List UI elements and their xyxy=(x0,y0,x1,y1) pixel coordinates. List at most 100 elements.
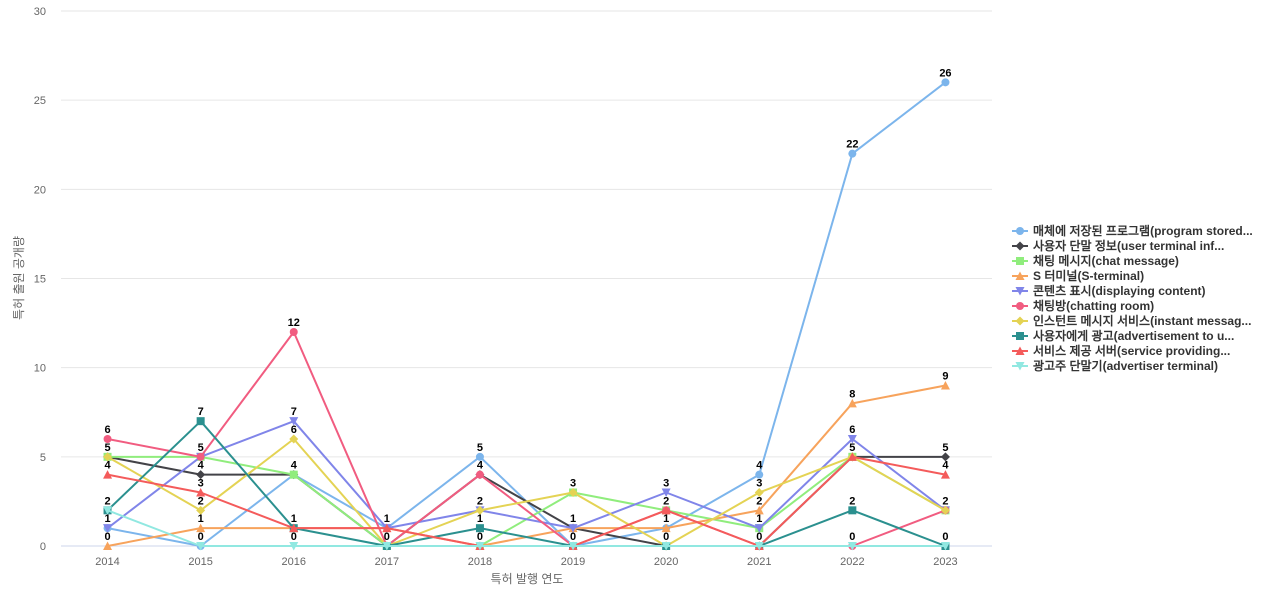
data-point[interactable] xyxy=(475,524,484,533)
legend-marker xyxy=(1016,301,1024,310)
data-label: 4 xyxy=(756,460,763,472)
data-point[interactable] xyxy=(382,542,392,551)
x-tick-label: 2020 xyxy=(654,556,678,568)
data-label: 2 xyxy=(942,495,948,507)
x-tick-label: 2016 xyxy=(282,556,306,568)
legend-marker xyxy=(1015,286,1025,295)
data-point[interactable] xyxy=(103,470,113,479)
data-point[interactable] xyxy=(848,149,857,158)
legend-label: S 터미널(S-terminal) xyxy=(1033,269,1145,283)
data-point[interactable] xyxy=(940,381,950,390)
data-point[interactable] xyxy=(940,470,950,479)
data-label: 2 xyxy=(104,495,110,507)
data-point[interactable] xyxy=(568,488,578,497)
legend-marker xyxy=(1016,226,1024,235)
data-point[interactable] xyxy=(289,542,299,551)
series-path[interactable] xyxy=(106,420,946,547)
data-point[interactable] xyxy=(755,470,764,479)
data-point[interactable] xyxy=(196,542,206,551)
series-line[interactable] xyxy=(103,506,950,551)
data-point[interactable] xyxy=(289,328,298,336)
data-point[interactable] xyxy=(475,470,484,479)
legend-item[interactable]: 매체에 저장된 프로그램(program stored... xyxy=(1012,223,1277,238)
data-point[interactable] xyxy=(847,398,857,408)
data-point[interactable] xyxy=(754,488,764,497)
data-point[interactable] xyxy=(661,523,671,533)
legend-item[interactable]: 사용자 단말 정보(user terminal inf... xyxy=(1012,238,1277,253)
data-point[interactable] xyxy=(103,435,112,443)
data-point[interactable] xyxy=(196,488,206,497)
data-point[interactable] xyxy=(196,417,205,426)
data-point[interactable] xyxy=(475,542,485,551)
legend-item[interactable]: 채팅방(chatting room) xyxy=(1012,298,1277,313)
legend-item[interactable]: 사용자에게 광고(advertisement to u... xyxy=(1012,328,1277,343)
data-label: 1 xyxy=(756,513,762,525)
data-point[interactable] xyxy=(940,505,950,515)
data-point[interactable] xyxy=(103,506,113,515)
series-path[interactable] xyxy=(107,438,946,547)
legend-symbol xyxy=(1012,226,1028,235)
data-point[interactable] xyxy=(289,434,299,444)
data-point[interactable] xyxy=(568,542,578,551)
y-tick-label: 5 xyxy=(40,452,46,464)
data-label: 1 xyxy=(384,513,390,525)
data-point[interactable] xyxy=(196,470,206,480)
data-label: 9 xyxy=(942,371,948,383)
data-label: 12 xyxy=(288,317,300,329)
data-label: 6 xyxy=(291,424,297,436)
data-point[interactable] xyxy=(940,452,950,462)
data-point[interactable] xyxy=(289,470,298,479)
data-label: 0 xyxy=(291,531,297,543)
data-point[interactable] xyxy=(289,523,299,533)
legend-item[interactable]: 인스턴트 메시지 서비스(instant messag... xyxy=(1012,313,1277,328)
y-tick-label: 20 xyxy=(34,184,46,196)
data-label: 1 xyxy=(198,513,204,525)
data-point[interactable] xyxy=(848,506,857,515)
data-point[interactable] xyxy=(941,78,950,87)
series-path[interactable] xyxy=(106,420,947,530)
series-line[interactable] xyxy=(103,434,950,551)
data-point[interactable] xyxy=(661,488,671,498)
legend-marker xyxy=(1015,361,1025,370)
data-point[interactable] xyxy=(847,542,857,551)
data-label: 5 xyxy=(477,442,483,454)
data-point[interactable] xyxy=(754,505,764,515)
data-point[interactable] xyxy=(103,452,113,462)
series-path[interactable] xyxy=(107,331,946,547)
data-point[interactable] xyxy=(289,417,299,426)
legend-item[interactable]: 채팅 메시지(chat message) xyxy=(1012,253,1277,268)
data-point[interactable] xyxy=(661,505,671,515)
data-point[interactable] xyxy=(661,542,671,551)
data-point[interactable] xyxy=(382,523,392,533)
data-point[interactable] xyxy=(754,542,764,551)
data-point[interactable] xyxy=(754,524,764,533)
series-path[interactable] xyxy=(107,509,946,547)
data-point[interactable] xyxy=(847,452,857,461)
data-point[interactable] xyxy=(475,452,484,461)
data-label: 1 xyxy=(663,513,669,525)
data-point[interactable] xyxy=(196,505,206,515)
data-label: 8 xyxy=(849,388,855,400)
grid-lines xyxy=(61,10,992,458)
data-point[interactable] xyxy=(103,524,113,533)
legend-item[interactable]: 서비스 제공 서버(service providing... xyxy=(1012,343,1277,358)
data-point[interactable] xyxy=(475,505,485,515)
data-point[interactable] xyxy=(196,523,206,533)
legend-item[interactable]: 콘텐츠 표시(displaying content) xyxy=(1012,283,1277,298)
legend-item[interactable]: 광고주 단말기(advertiser terminal) xyxy=(1012,358,1277,373)
series-path[interactable] xyxy=(107,81,947,547)
legend-marker xyxy=(1016,331,1024,340)
legend-marker xyxy=(1015,346,1025,355)
data-point[interactable] xyxy=(847,435,857,444)
data-label: 2 xyxy=(477,495,483,507)
legend-label: 인스턴트 메시지 서비스(instant messag... xyxy=(1033,314,1252,328)
data-point[interactable] xyxy=(940,542,950,551)
legend-symbol xyxy=(1012,361,1028,370)
x-tick-label: 2022 xyxy=(840,556,864,568)
data-label: 2 xyxy=(198,495,204,507)
y-tick-label: 15 xyxy=(34,274,46,286)
data-point[interactable] xyxy=(568,524,578,533)
data-point[interactable] xyxy=(196,452,205,461)
data-point[interactable] xyxy=(103,541,113,551)
legend-item[interactable]: S 터미널(S-terminal) xyxy=(1012,268,1277,283)
